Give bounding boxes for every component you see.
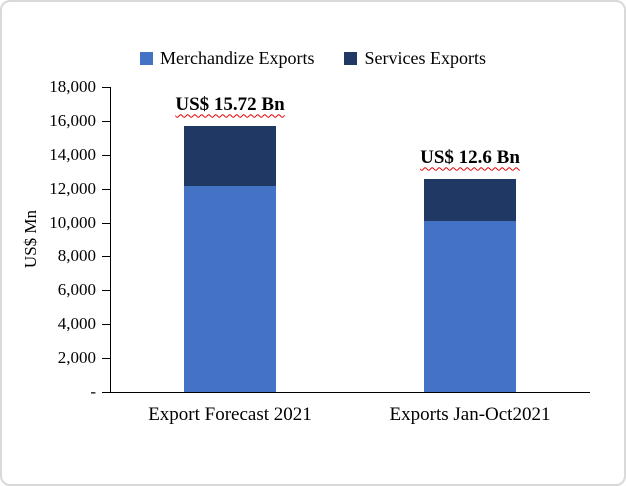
y-axis-tick [102,324,110,326]
y-axis-tick-label: 10,000 [49,212,96,232]
bar-segment [424,178,516,221]
legend-item: Services Exports [344,47,486,69]
y-axis-tick [102,154,110,156]
bar-segment [184,125,276,187]
y-axis-tick-label: 18,000 [49,77,96,96]
y-axis-tick-label: - [90,382,96,401]
y-axis-tick-label: 8,000 [57,246,96,266]
y-axis-tick [102,358,110,360]
legend-item: Merchandize Exports [140,48,314,69]
legend-swatch [344,51,358,65]
y-axis-tick [102,256,110,258]
y-axis-line [110,87,111,392]
legend-swatch [140,51,154,65]
y-axis-tick-label: 16,000 [49,110,96,130]
y-axis-tick-label: 2,000 [57,348,96,368]
y-axis-tick [102,120,110,122]
y-axis-tick [102,188,110,190]
y-axis-tick [102,290,110,292]
y-axis-tick [102,87,110,88]
legend-label: Services Exports [364,47,486,68]
y-axis-tick-label: 4,000 [57,314,96,334]
legend-label: Merchandize Exports [160,47,315,68]
bar-segment [424,220,516,392]
bar-total-label: US$ 12.6 Bn [420,146,520,168]
legend: Merchandize Exports Services Exports [2,46,624,70]
category-label: Exports Jan-Oct2021 [389,404,551,425]
bar-segment [184,186,276,392]
y-axis-tick-label: 6,000 [57,280,96,300]
category-label: Export Forecast 2021 [148,404,312,425]
bar-total-label: US$ 15.72 Bn [175,93,285,115]
y-axis-tick-label: 12,000 [49,178,96,198]
y-axis-tick [102,392,110,393]
y-axis-tick-label: 14,000 [49,144,96,164]
y-axis-tick [102,222,110,224]
x-axis-line [110,392,590,393]
